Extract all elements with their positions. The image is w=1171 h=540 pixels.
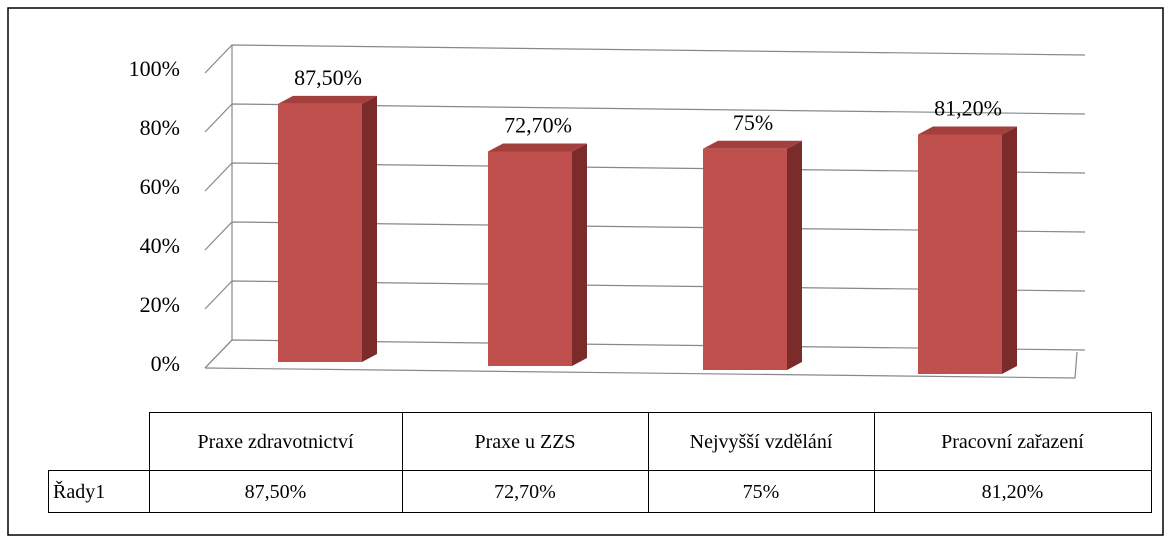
- data-row: Řady1 87,50% 72,70% 75% 81,20%: [48, 470, 1152, 513]
- value-label: 72,70%: [504, 113, 572, 138]
- bar: [918, 126, 1017, 375]
- data-table: Praxe zdravotnictví Praxe u ZZS Nejvyšší…: [48, 412, 1152, 513]
- bar-front: [918, 134, 1002, 374]
- y-tick-label: 40%: [140, 233, 180, 258]
- bar-top: [278, 95, 377, 104]
- bar: [488, 143, 587, 366]
- chart-border: [7, 7, 1164, 536]
- value-label: 87,50%: [294, 65, 362, 90]
- bar-front: [488, 151, 572, 366]
- y-tick-label: 80%: [140, 115, 180, 140]
- category-cell: Nejvyšší vzdělání: [647, 412, 875, 471]
- bar-front: [703, 148, 787, 370]
- value-label: 81,20%: [934, 96, 1002, 121]
- bar-side: [572, 143, 587, 366]
- bar-front: [278, 103, 362, 362]
- bar-top: [918, 126, 1017, 135]
- floor-edge: [204, 351, 1078, 379]
- series-name: Řady1: [48, 470, 150, 513]
- bar-top: [703, 140, 802, 149]
- bar: [703, 140, 802, 370]
- bar-side: [362, 95, 377, 362]
- axis-wall: [204, 45, 233, 369]
- value-label: 75%: [733, 110, 773, 135]
- y-tick-label: 100%: [129, 56, 180, 81]
- table-value: 87,50%: [148, 470, 403, 513]
- table-value: 75%: [647, 470, 875, 513]
- grid-line: [204, 44, 1086, 74]
- bar-side: [787, 140, 802, 370]
- bar: [278, 95, 377, 362]
- grid-line: [204, 103, 1086, 133]
- y-tick-label: 60%: [140, 174, 180, 199]
- category-cell: Pracovní zařazení: [873, 412, 1152, 471]
- table-value: 81,20%: [873, 470, 1152, 513]
- y-tick-label: 0%: [151, 351, 180, 376]
- y-tick-label: 20%: [140, 292, 180, 317]
- category-cell: Praxe zdravotnictví: [148, 412, 403, 471]
- bar-top: [488, 143, 587, 152]
- blank-cell: [49, 413, 150, 471]
- header-row: Praxe zdravotnictví Praxe u ZZS Nejvyšší…: [49, 412, 1152, 471]
- bar-side: [1002, 126, 1017, 375]
- table-value: 72,70%: [401, 470, 649, 513]
- category-cell: Praxe u ZZS: [401, 412, 649, 471]
